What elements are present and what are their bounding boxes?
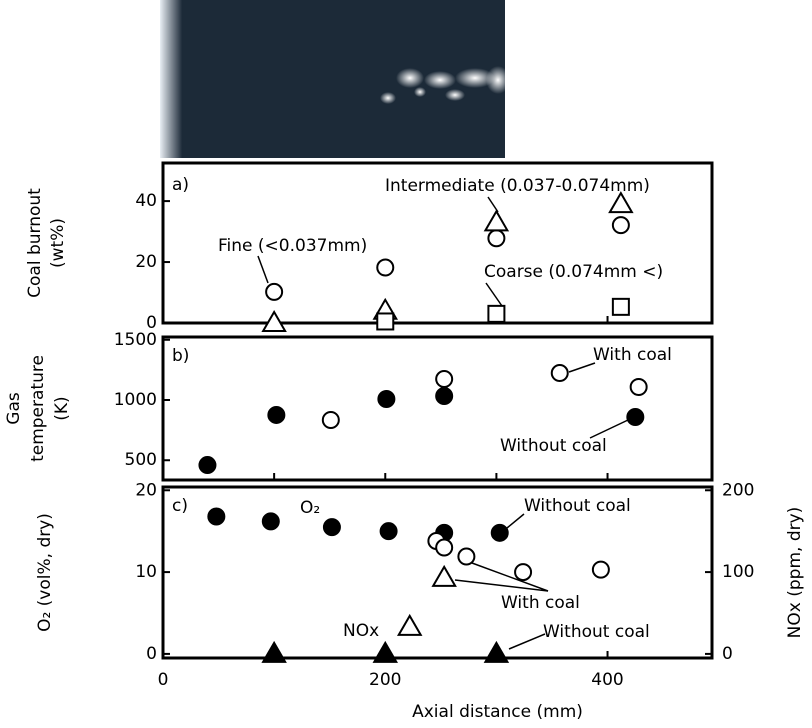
point — [431, 564, 457, 587]
point — [591, 560, 610, 579]
y2-tick-label: 0 — [722, 644, 733, 664]
y-axis-label: (K) — [52, 396, 72, 420]
leader-line — [257, 255, 269, 284]
point — [608, 191, 634, 214]
point — [611, 297, 630, 316]
series-label: With coal — [501, 593, 580, 613]
annotation: a) — [172, 175, 189, 195]
y-tick-label: 0 — [146, 644, 157, 664]
x-axis-label: Axial distance (mm) — [412, 702, 583, 722]
leader-line — [471, 562, 549, 592]
point — [550, 364, 569, 383]
point — [483, 640, 510, 663]
point — [611, 216, 630, 235]
series-label: Coarse (0.074mm <) — [484, 262, 663, 282]
annotation: c) — [172, 496, 188, 516]
point — [207, 507, 226, 526]
point — [487, 229, 506, 248]
point — [261, 310, 287, 332]
point — [396, 613, 423, 636]
y-tick-label: 0 — [146, 313, 157, 333]
y-tick-label: 1500 — [114, 330, 157, 350]
series-label: Fine (<0.037mm) — [218, 236, 367, 256]
leader-line — [589, 419, 629, 439]
point — [629, 377, 648, 396]
leader-line — [487, 196, 499, 213]
point — [457, 547, 476, 566]
series-label: Without coal — [543, 622, 650, 642]
point — [372, 640, 399, 663]
x-tick-label: 200 — [369, 670, 401, 690]
point — [261, 640, 287, 663]
series-label: Intermediate (0.037-0.074mm) — [385, 176, 650, 196]
y2-tick-label: 200 — [722, 480, 754, 500]
point — [376, 312, 395, 331]
x-tick-label: 0 — [158, 670, 169, 690]
point — [198, 456, 217, 475]
y-tick-label: 20 — [135, 480, 157, 500]
annotation: O₂ — [300, 498, 320, 518]
leader-line — [454, 579, 549, 592]
point — [487, 304, 506, 323]
y-tick-label: 10 — [135, 562, 157, 582]
annotation: NOx — [343, 621, 379, 641]
y-axis-label: Coal burnout — [25, 188, 45, 298]
point — [435, 387, 454, 406]
point — [490, 523, 509, 542]
y2-axis-label: NOx (ppm, dry) — [785, 507, 805, 639]
plot-frame — [161, 335, 714, 482]
point — [626, 407, 645, 426]
series-label: With coal — [593, 345, 672, 365]
y2-tick-label: 100 — [722, 562, 754, 582]
y-axis-label: Gas — [4, 392, 24, 425]
y-axis-label: temperature — [28, 355, 48, 462]
point — [322, 518, 341, 537]
point — [514, 563, 533, 582]
x-tick-label: 400 — [591, 670, 623, 690]
y-tick-label: 20 — [135, 252, 157, 272]
annotation: b) — [172, 346, 189, 366]
y-axis-label: O₂ (vol%, dry) — [35, 513, 55, 632]
point — [483, 209, 510, 232]
point — [265, 282, 284, 301]
point — [435, 370, 454, 389]
point — [379, 522, 398, 541]
point — [267, 405, 286, 424]
flame-photo — [160, 0, 510, 158]
leader-line — [508, 633, 546, 650]
point — [435, 538, 454, 557]
leader-line — [485, 282, 503, 307]
y-tick-label: 1000 — [114, 390, 157, 410]
series-label: Without coal — [500, 436, 607, 456]
point — [261, 512, 280, 531]
leader-line — [506, 513, 525, 529]
y-tick-label: 500 — [125, 450, 157, 470]
point — [377, 390, 396, 409]
point — [376, 258, 395, 277]
plot-frame — [161, 161, 714, 325]
leader-line — [568, 362, 596, 373]
y-tick-label: 40 — [135, 191, 157, 211]
series-label: Without coal — [524, 496, 631, 516]
point — [321, 411, 340, 430]
y-axis-label: (wt%) — [48, 218, 68, 268]
